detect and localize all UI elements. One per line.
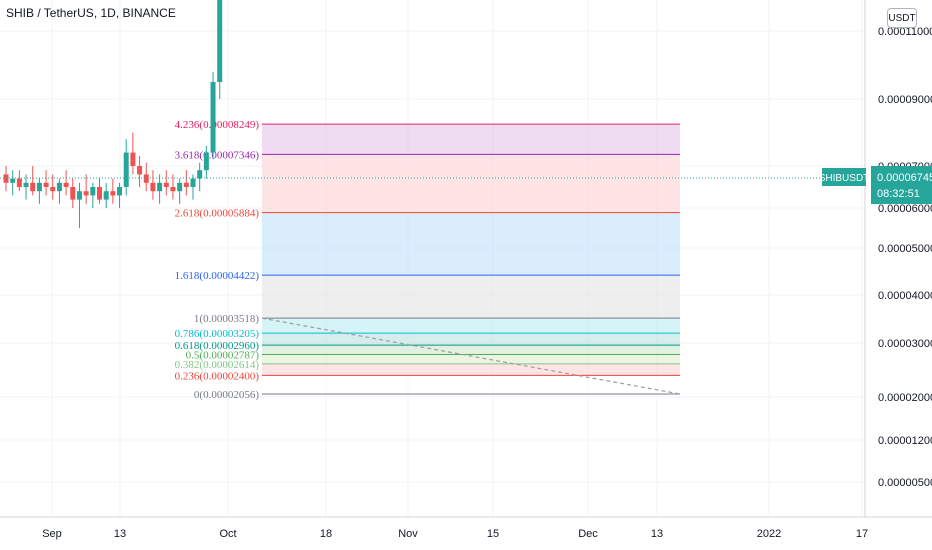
y-axis-label: 0.00006000: [878, 203, 932, 215]
fib-band: [262, 354, 680, 364]
candle-body: [90, 187, 96, 196]
x-axis-label: 18: [320, 528, 332, 540]
candle-body: [157, 182, 163, 192]
candle-body: [170, 187, 176, 192]
candle-body: [163, 182, 169, 187]
y-axis-label: 0.00000500: [878, 477, 932, 489]
y-axis-label: 0.00004000: [878, 290, 932, 302]
fib-level-label: 0(0.00002056): [194, 389, 259, 401]
fib-level-label: 0.786(0.00003205): [175, 328, 260, 340]
candle-body: [97, 187, 102, 200]
candle-body: [210, 82, 216, 153]
candle-body: [137, 166, 143, 175]
y-axis-label: 0.00003000: [878, 338, 932, 350]
candle-body: [10, 178, 16, 183]
fib-level-label: 0.5(0.00002787): [186, 350, 260, 362]
fib-band: [262, 275, 680, 319]
candle-body: [63, 182, 69, 187]
y-axis-label: 0.00001200: [878, 435, 932, 447]
candle-body: [70, 187, 76, 200]
candle-body: [50, 187, 56, 192]
fib-level-label: 0.382(0.00002614): [175, 359, 260, 371]
fib-level-label: 4.236(0.00008249): [175, 119, 260, 131]
candle-body: [43, 182, 49, 187]
candle-body: [217, 0, 223, 82]
candle-body: [130, 152, 136, 166]
fib-band: [262, 154, 680, 213]
currency-button[interactable]: USDT: [887, 8, 917, 28]
candle-body: [190, 178, 196, 187]
chart-title: SHIB / TetherUS, 1D, BINANCE: [6, 6, 176, 20]
candle-body: [143, 174, 149, 183]
fib-level-label: 0.236(0.00002400): [175, 370, 260, 382]
candle-body: [203, 152, 209, 171]
y-axis-label: 0.00005000: [878, 243, 932, 255]
candle-body: [103, 191, 109, 200]
candle-body: [30, 182, 36, 192]
fib-level-label: 0.618(0.00002960): [175, 340, 260, 352]
x-axis-label: Dec: [578, 528, 598, 540]
y-axis-label: 0.00002000: [878, 392, 932, 404]
trendline: [261, 317, 681, 395]
candle-body: [36, 182, 42, 192]
x-axis-label: 13: [651, 528, 663, 540]
fib-level-label: 1(0.00003518): [194, 313, 259, 325]
fib-level-label: 1.618(0.00004422): [175, 270, 260, 282]
candle-body: [177, 182, 183, 192]
x-axis-label: 2022: [757, 528, 781, 540]
candle-body: [83, 191, 89, 196]
x-axis-label: Sep: [42, 528, 62, 540]
candle-body: [23, 182, 29, 187]
fib-band: [262, 345, 680, 355]
x-axis-label: Oct: [219, 528, 236, 540]
fib-level-label: 2.618(0.00005884): [175, 208, 260, 220]
fib-band: [262, 333, 680, 346]
fib-band: [262, 375, 680, 394]
fib-band: [262, 363, 680, 376]
x-axis-label: Nov: [398, 528, 418, 540]
fib-band: [262, 318, 680, 334]
symbol-tag: [822, 168, 866, 186]
candle-body: [150, 182, 156, 192]
candle-body: [110, 191, 116, 196]
candle-body: [76, 191, 82, 200]
candle-body: [56, 182, 62, 192]
fib-band: [262, 124, 680, 155]
x-axis-label: 15: [487, 528, 499, 540]
x-axis-label: 17: [856, 528, 868, 540]
y-axis-label: 0.00009000: [878, 94, 932, 106]
price-tag-value: 0.00006745: [877, 172, 932, 184]
fib-band: [262, 212, 680, 276]
y-axis-label: 0.00011000: [878, 26, 932, 38]
symbol-tag-label: SHIBUSDT: [819, 173, 870, 184]
candle-body: [117, 187, 123, 196]
price-tag: [871, 166, 932, 204]
fib-level-label: 3.618(0.00007346): [175, 149, 260, 161]
price-tag-countdown: 08:32:51: [877, 188, 920, 200]
candle-body: [123, 152, 129, 187]
candle-body: [3, 174, 9, 183]
candle-body: [197, 170, 203, 179]
candle-body: [183, 182, 189, 187]
x-axis-label: 13: [114, 528, 126, 540]
candle-body: [16, 178, 22, 187]
